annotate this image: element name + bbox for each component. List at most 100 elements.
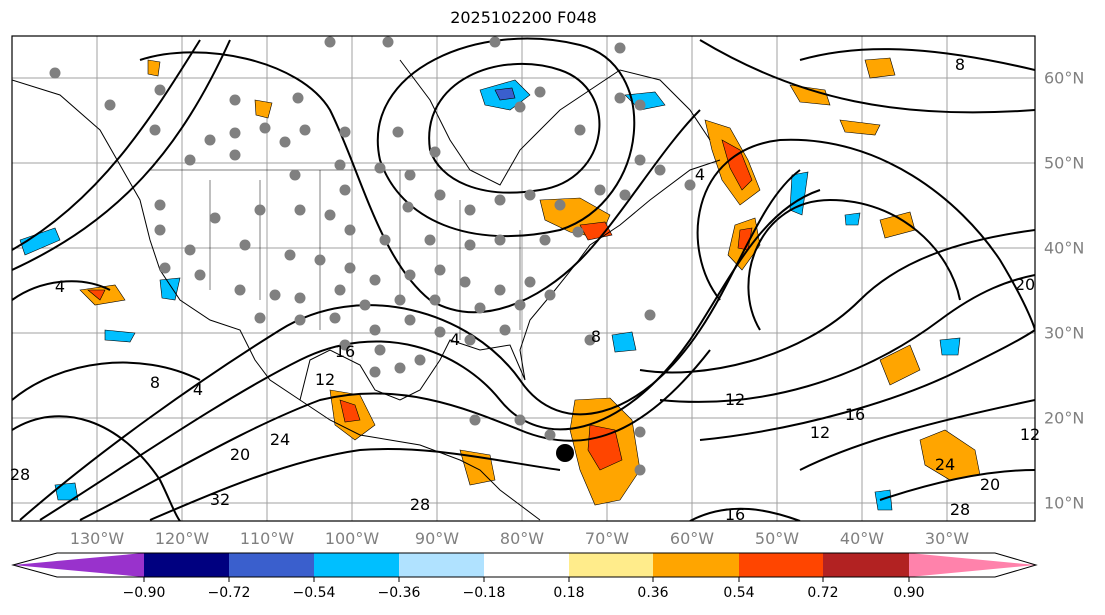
colorbar-outline (11, 552, 1038, 578)
station-dot (334, 159, 346, 171)
station-dot (684, 179, 696, 191)
station-dot (229, 127, 241, 139)
station-dot (294, 314, 306, 326)
contour-label: 8 (150, 373, 160, 392)
station-dot (269, 289, 281, 301)
longitude-label: 80°W (499, 529, 545, 548)
station-dot (284, 249, 296, 261)
station-dot (369, 324, 381, 336)
station-dot (469, 414, 481, 426)
longitude-label: 130°W (69, 529, 125, 548)
station-dot (634, 99, 646, 111)
station-dot (149, 124, 161, 136)
contour-label: 28 (950, 500, 970, 519)
observation-dots (49, 36, 696, 476)
station-dot (339, 339, 351, 351)
latitude-label: 30°N (1044, 323, 1085, 343)
contour-label: 28 (10, 465, 30, 484)
station-dot (464, 204, 476, 216)
station-dot (474, 302, 486, 314)
station-dot (104, 99, 116, 111)
station-dot (514, 414, 526, 426)
colorbar-bin (739, 553, 823, 577)
colorbar-tick-label: −0.36 (377, 585, 421, 601)
station-dot (434, 326, 446, 338)
station-dot (514, 101, 526, 113)
station-dot (524, 189, 536, 201)
station-dot (344, 224, 356, 236)
station-dot (402, 201, 414, 213)
colorbar-bin (823, 553, 909, 577)
station-dot (634, 426, 646, 438)
station-dot (392, 126, 404, 138)
longitude-label: 40°W (839, 529, 885, 548)
colorbar-bin (144, 553, 229, 577)
hurricane-center-marker (556, 444, 574, 462)
contour-label: 20 (980, 475, 1000, 494)
station-dot (374, 344, 386, 356)
station-dot (344, 262, 356, 274)
station-dot (204, 134, 216, 146)
contour-label: 20 (230, 445, 250, 464)
contour-label: 4 (193, 380, 203, 399)
station-dot (499, 324, 511, 336)
station-dot (289, 169, 301, 181)
station-dot (379, 234, 391, 246)
station-dot (254, 204, 266, 216)
station-dot (292, 92, 304, 104)
colorbar-bin (229, 553, 314, 577)
station-dot (154, 84, 166, 96)
latitude-label: 50°N (1044, 153, 1085, 173)
station-dot (404, 269, 416, 281)
contour-label: 32 (210, 490, 230, 509)
latitude-label: 20°N (1044, 408, 1085, 428)
contour-label: 28 (410, 495, 430, 514)
station-dot (574, 124, 586, 136)
station-dot (374, 162, 386, 174)
colorbar-bin (399, 553, 484, 577)
contour-label: 24 (270, 430, 290, 449)
colorbar-tick-label: −0.18 (462, 585, 506, 601)
station-dot (459, 276, 471, 288)
station-dot (489, 36, 501, 48)
colorbar-bin (314, 553, 399, 577)
station-dot (464, 334, 476, 346)
station-dot (544, 429, 556, 441)
longitude-label: 120°W (154, 529, 210, 548)
station-dot (294, 292, 306, 304)
station-dot (239, 239, 251, 251)
station-dot (514, 299, 526, 311)
station-dot (534, 86, 546, 98)
longitude-label: 70°W (584, 529, 630, 548)
station-dot (324, 209, 336, 221)
station-dot (594, 184, 606, 196)
contour-label: 12 (315, 370, 335, 389)
colorbar-bin (653, 553, 739, 577)
station-dot (254, 312, 266, 324)
contour-label: 12 (725, 390, 745, 409)
contour-label: 4 (695, 165, 705, 184)
station-dot (634, 154, 646, 166)
colorbar-tick-label: 0.36 (637, 585, 669, 601)
station-dot (209, 212, 221, 224)
station-dot (359, 299, 371, 311)
station-dot (614, 42, 626, 54)
station-dot (394, 362, 406, 374)
contour-label: 12 (810, 423, 830, 442)
station-dot (334, 284, 346, 296)
colorbar-tick-label: −0.90 (122, 585, 166, 601)
station-dot (229, 149, 241, 161)
station-dot (154, 224, 166, 236)
station-dot (524, 276, 536, 288)
station-dot (339, 126, 351, 138)
station-dot (644, 309, 656, 321)
station-dot (229, 94, 241, 106)
station-dot (404, 314, 416, 326)
station-dot (494, 234, 506, 246)
station-dot (634, 464, 646, 476)
colorbar-tick-label: −0.72 (207, 585, 251, 601)
contour-label: 16 (725, 505, 745, 524)
station-dot (434, 189, 446, 201)
station-dot (382, 36, 394, 48)
